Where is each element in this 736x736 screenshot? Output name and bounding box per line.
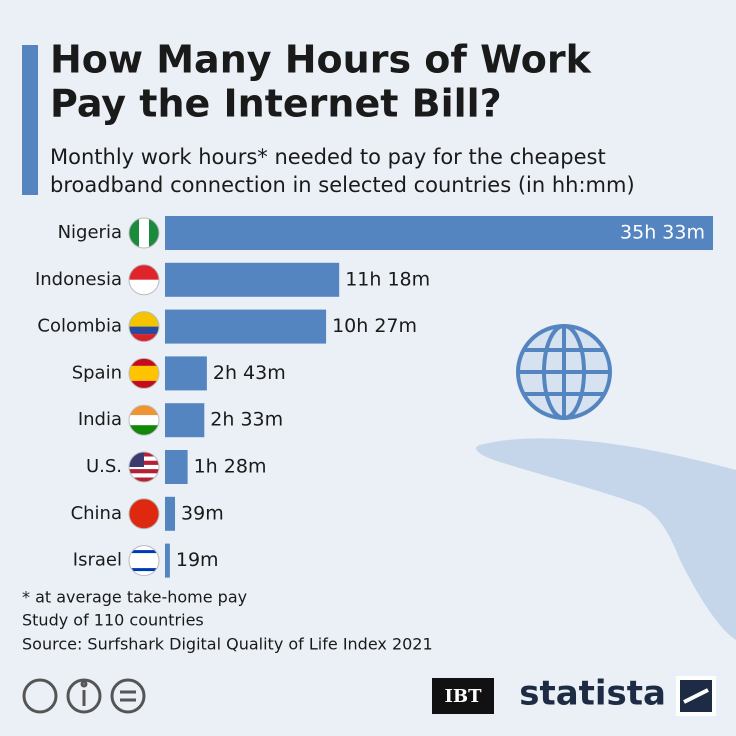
bar [165, 216, 713, 250]
value-label: 19m [176, 549, 219, 571]
flag-stripe [129, 365, 159, 381]
bar [165, 496, 176, 531]
flag [129, 358, 159, 389]
flag-border [128, 311, 160, 343]
bar [165, 262, 340, 297]
title-accent [22, 45, 38, 195]
flag-stripe [149, 218, 159, 248]
bar-area: Nigeria 35h 33m Indonesia 11h 18m Colombia 10… [35, 216, 713, 578]
bar [165, 543, 170, 578]
flag-stripe [129, 568, 159, 572]
footnote: * at average take-home pay [22, 588, 247, 607]
flag-border [128, 357, 160, 389]
flag [129, 264, 159, 295]
value-label: 39m [181, 502, 224, 524]
flag-stripe [129, 550, 159, 554]
chart-subtitle: broadband connection in selected countri… [50, 173, 635, 197]
category-label: Spain [72, 362, 122, 383]
bar [165, 309, 327, 344]
globe-decoration [516, 324, 612, 420]
ibt-logo-box [432, 678, 494, 714]
flag-border [128, 404, 160, 436]
category-label: India [78, 409, 122, 430]
category-label: Israel [73, 550, 122, 571]
value-label: 2h 33m [210, 409, 283, 431]
flag-border [128, 217, 160, 249]
bar [165, 403, 205, 438]
flag-stripe [129, 311, 159, 327]
flag-stripe [129, 334, 159, 342]
flag [129, 311, 159, 342]
value-label: 35h 33m [620, 222, 705, 244]
category-label: U.S. [86, 456, 122, 477]
ibt-logo: IBT [444, 686, 482, 707]
flag-stripe [129, 380, 159, 389]
category-label: China [71, 503, 122, 524]
flag-stripe [129, 498, 159, 529]
hand-decoration [476, 438, 736, 640]
flag-border [128, 498, 160, 530]
value-label: 1h 28m [194, 456, 267, 478]
flag-stripe [129, 405, 159, 416]
category-label: Nigeria [58, 222, 122, 243]
chart-title: How Many Hours of Work [50, 38, 592, 82]
statista-mark [676, 676, 716, 716]
category-label: Colombia [37, 316, 122, 337]
value-label: 11h 18m [345, 268, 430, 290]
chart-subtitle: Monthly work hours* needed to pay for th… [50, 145, 606, 169]
flag-stripe [129, 473, 159, 478]
value-label: 2h 43m [213, 362, 286, 384]
license-icons [22, 678, 146, 714]
flag [129, 498, 159, 529]
statista-logo: statista [519, 674, 666, 714]
source: Source: Surfshark Digital Quality of Lif… [22, 635, 433, 654]
flag-stripe [129, 218, 139, 248]
flag-stripe [129, 358, 159, 366]
flag-border [128, 545, 160, 577]
flag-border [128, 451, 160, 483]
footnote: Study of 110 countries [22, 611, 204, 630]
flag-stripe [129, 425, 159, 436]
flag [129, 405, 159, 436]
bar [165, 450, 188, 484]
flag-stripe [129, 415, 159, 426]
flag-stripe [139, 218, 149, 248]
bar [165, 356, 207, 391]
flag [129, 545, 159, 576]
flag-stripe [129, 264, 159, 280]
category-label: Indonesia [35, 269, 122, 290]
flag-stripe [129, 326, 159, 335]
value-label: 10h 27m [332, 315, 417, 337]
flag-border [128, 264, 160, 296]
chart-title: Pay the Internet Bill? [50, 82, 502, 126]
flag-stripe [129, 279, 159, 295]
flag [129, 218, 159, 248]
